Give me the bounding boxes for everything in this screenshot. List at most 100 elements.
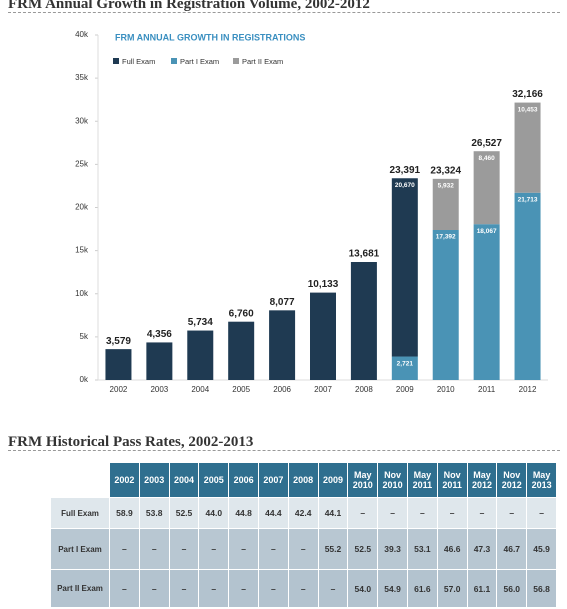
table-cell: 52.5 [347, 528, 379, 570]
table-cell: 44.4 [257, 497, 289, 529]
table-cell: – [168, 528, 200, 570]
chart-heading: FRM Annual Growth in Registration Volume… [8, 0, 560, 13]
header-cell: May 2010 [347, 462, 379, 498]
header-cell: May 2011 [406, 462, 438, 498]
table-cell: – [257, 569, 289, 608]
header-cell: May 2012 [466, 462, 498, 498]
legend-swatch [233, 58, 239, 64]
total-label: 5,734 [188, 317, 213, 328]
table-cell: – [228, 528, 259, 570]
x-tick-label: 2002 [110, 385, 128, 394]
table-cell: 56.8 [526, 569, 557, 608]
table-cell: – [138, 528, 170, 570]
bar-segment [514, 102, 541, 193]
y-tick-label: 30k [75, 116, 89, 125]
bar-segment [473, 151, 500, 225]
segment-label: 17,392 [436, 234, 456, 241]
bar-segment [473, 224, 500, 380]
table-cell: – [257, 528, 289, 570]
bar-segment [228, 321, 255, 380]
segment-label: 20,670 [395, 182, 415, 189]
y-tick-label: 20k [75, 203, 89, 212]
x-tick-label: 2011 [478, 385, 496, 394]
row-label: Part II Exam [50, 569, 110, 608]
segment-label: 5,932 [438, 183, 455, 190]
table-cell: 55.2 [317, 528, 349, 570]
bar-segment [269, 310, 296, 380]
x-tick-label: 2007 [314, 385, 332, 394]
table-cell: 44.8 [228, 497, 259, 529]
header-cell [50, 462, 110, 498]
bar-segment [432, 229, 459, 380]
y-tick-label: 25k [75, 159, 89, 168]
total-label: 23,324 [430, 165, 461, 176]
header-cell: 2007 [257, 462, 289, 498]
y-tick-label: 5k [80, 332, 89, 341]
header-cell: 2004 [168, 462, 200, 498]
bar-segment [391, 356, 418, 380]
total-label: 13,681 [349, 249, 380, 260]
y-tick-label: 40k [75, 30, 89, 39]
table-cell: 45.9 [526, 528, 557, 570]
table-cell: 53.1 [406, 528, 438, 570]
table-cell: 61.1 [466, 569, 498, 608]
table-cell: – [138, 569, 170, 608]
table-cell: 44.0 [198, 497, 230, 529]
bar-segment [187, 330, 214, 380]
chart: FRM ANNUAL GROWTH IN REGISTRATIONS Full E… [75, 30, 548, 394]
table-cell: 61.6 [406, 569, 438, 608]
table-cell: – [198, 528, 230, 570]
segment-label: 10,453 [518, 106, 538, 113]
segment-label: 8,460 [478, 155, 495, 162]
segment-label: 18,067 [477, 228, 497, 235]
segment-label: 2,721 [397, 360, 414, 367]
table-cell: 54.9 [377, 569, 408, 608]
legend-swatch [113, 58, 119, 64]
x-tick-label: 2006 [273, 385, 291, 394]
table-cell: 47.3 [466, 528, 498, 570]
x-tick-label: 2010 [437, 385, 455, 394]
segment-label: 21,713 [518, 196, 538, 203]
x-tick-label: 2012 [519, 385, 537, 394]
total-label: 32,166 [512, 89, 543, 100]
bar-segment [350, 262, 377, 380]
header-cell: 2008 [287, 462, 319, 498]
header-cell: Nov 2011 [436, 462, 468, 498]
y-tick-label: 15k [75, 246, 89, 255]
total-label: 8,077 [270, 297, 295, 308]
x-tick-label: 2008 [355, 385, 373, 394]
header-cell: 2005 [198, 462, 230, 498]
legend-label: Part I Exam [180, 57, 219, 66]
table-cell: – [436, 497, 468, 529]
table-row: Full Exam 58.9 53.8 52.5 44.0 44.8 44.4 42.4 44.… [50, 497, 557, 529]
table-cell: – [526, 497, 557, 529]
x-tick-label: 2009 [396, 385, 414, 394]
table-cell: – [377, 497, 408, 529]
bar-segment [391, 178, 418, 357]
table-cell: – [287, 528, 319, 570]
table-row: Part I Exam – – – – – – –55.2 52.5 39.3 53.1 46.6 47… [50, 528, 557, 570]
table-cell: – [168, 569, 200, 608]
table-cell: 52.5 [168, 497, 200, 529]
bar-segment [432, 178, 459, 230]
table-cell: 39.3 [377, 528, 408, 570]
header-cell: May 2013 [526, 462, 557, 498]
y-tick-label: 35k [75, 73, 89, 82]
table-cell: – [406, 497, 438, 529]
table-cell: – [496, 497, 528, 529]
table-cell: 44.1 [317, 497, 349, 529]
total-label: 10,133 [308, 279, 339, 290]
x-tick-label: 2004 [191, 385, 209, 394]
table-cell: – [228, 569, 259, 608]
chart-title: FRM ANNUAL GROWTH IN REGISTRATIONS [115, 32, 305, 42]
total-label: 6,760 [229, 308, 254, 319]
bar-segment [310, 292, 336, 380]
table-cell: – [109, 528, 140, 570]
header-cell: Nov 2010 [377, 462, 408, 498]
table-cell: 53.8 [138, 497, 170, 529]
total-label: 23,391 [390, 165, 421, 176]
table-cell: 42.4 [287, 497, 319, 529]
x-tick-label: 2005 [232, 385, 250, 394]
table-cell: 56.0 [496, 569, 528, 608]
total-label: 3,579 [106, 336, 131, 347]
